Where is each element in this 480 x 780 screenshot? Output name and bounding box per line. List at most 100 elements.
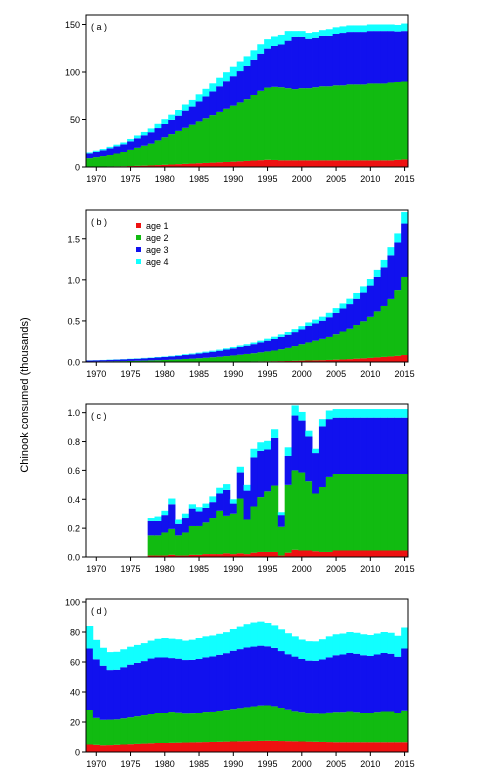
bar-segment-age2-1988 bbox=[216, 510, 224, 555]
bar-segment-age4-2001 bbox=[305, 641, 313, 661]
bar-segment-age1-1989 bbox=[223, 741, 231, 752]
bar-segment-age1-2014 bbox=[394, 355, 402, 362]
bar-segment-age3-1972 bbox=[106, 148, 114, 156]
bar-segment-age4-2013 bbox=[387, 409, 395, 418]
bar-segment-age4-1990 bbox=[229, 346, 238, 349]
bar-segment-age2-1980 bbox=[161, 137, 169, 165]
bar-segment-age4-1972 bbox=[106, 652, 114, 671]
bar-segment-age1-1996 bbox=[270, 551, 279, 557]
bar-segment-age3-1982 bbox=[175, 355, 183, 360]
bar-segment-age3-1996 bbox=[270, 45, 279, 87]
bar-segment-age3-1984 bbox=[188, 106, 197, 125]
bar-segment-age3-2014 bbox=[394, 417, 402, 474]
bar-segment-age3-1971 bbox=[99, 150, 107, 157]
bar-segment-age1-2014 bbox=[394, 550, 402, 557]
bar-segment-age2-2009 bbox=[360, 713, 368, 743]
bar-segment-age4-1973 bbox=[113, 144, 121, 147]
bar-segment-age2-1992 bbox=[243, 519, 251, 555]
bar-segment-age4-1981 bbox=[168, 498, 176, 505]
bar-segment-age3-1996 bbox=[270, 437, 279, 486]
y-tick-label: 0.2 bbox=[67, 524, 80, 534]
x-tick-label: 1980 bbox=[155, 369, 175, 379]
bar-segment-age1-2005 bbox=[332, 359, 340, 362]
bar-segment-age4-1997 bbox=[277, 629, 286, 652]
bar-segment-age4-2009 bbox=[360, 634, 368, 656]
bar-segment-age4-1984 bbox=[188, 639, 197, 660]
bar-segment-age3-1970 bbox=[92, 360, 101, 362]
bar-segment-age1-1996 bbox=[270, 740, 279, 752]
bar-segment-age4-1996 bbox=[270, 625, 279, 648]
bar-segment-age4-2008 bbox=[353, 292, 361, 299]
y-tick-label: 0 bbox=[75, 163, 80, 173]
bar-segment-age3-2002 bbox=[312, 37, 320, 88]
bar-segment-age3-1993 bbox=[250, 646, 258, 707]
panel-label: ( d ) bbox=[91, 606, 107, 616]
bar-segment-age2-1973 bbox=[113, 153, 121, 167]
bar-segment-age3-1986 bbox=[202, 507, 210, 523]
bar-segment-age3-1989 bbox=[223, 349, 231, 357]
bar-segment-age2-1990 bbox=[229, 355, 238, 362]
bar-segment-age2-2007 bbox=[346, 84, 354, 161]
bar-segment-age3-2005 bbox=[332, 34, 340, 86]
bar-segment-age1-2010 bbox=[366, 742, 375, 752]
x-tick-label: 1985 bbox=[189, 369, 209, 379]
x-tick-label: 2005 bbox=[326, 369, 346, 379]
bar-segment-age1-2002 bbox=[312, 360, 320, 362]
bar-segment-age3-2003 bbox=[318, 320, 327, 339]
bar-segment-age1-1989 bbox=[223, 553, 231, 557]
bar-segment-age3-1987 bbox=[209, 502, 217, 519]
bar-segment-age4-1999 bbox=[291, 405, 299, 416]
bar-segment-age2-1979 bbox=[154, 535, 162, 556]
bar-segment-age2-2008 bbox=[353, 325, 361, 359]
bar-segment-age3-1969 bbox=[86, 153, 94, 159]
bar-segment-age3-2012 bbox=[380, 267, 388, 306]
bar-segment-age2-1989 bbox=[223, 515, 231, 554]
bar-segment-age2-1986 bbox=[202, 712, 210, 743]
bar-segment-age2-2007 bbox=[346, 474, 354, 551]
bar-segment-age4-2015 bbox=[401, 23, 409, 32]
bar-segment-age2-1993 bbox=[250, 706, 258, 742]
bar-segment-age1-2006 bbox=[339, 359, 347, 362]
bar-segment-age1-1992 bbox=[243, 554, 251, 557]
bar-segment-age2-1991 bbox=[236, 498, 244, 554]
bar-segment-age4-1990 bbox=[229, 66, 238, 77]
bar-segment-age3-1970 bbox=[92, 659, 101, 718]
bar-segment-age4-1984 bbox=[188, 353, 197, 355]
bar-segment-age2-1997 bbox=[277, 708, 286, 742]
bar-segment-age2-1985 bbox=[195, 525, 203, 555]
x-tick-label: 2005 bbox=[326, 564, 346, 574]
panel-4: 0 20 40 60 80 100 1970 1975 1980 1985 1990 1995 2000… bbox=[65, 598, 415, 770]
panel-label: ( a ) bbox=[91, 22, 107, 32]
bar-segment-age3-1997 bbox=[277, 44, 286, 88]
bar-segment-age4-2000 bbox=[298, 411, 306, 421]
bar-segment-age1-2000 bbox=[298, 550, 306, 557]
bar-segment-age3-1996 bbox=[270, 647, 279, 707]
bar-segment-age2-1982 bbox=[175, 535, 183, 556]
bar-segment-age4-1997 bbox=[277, 512, 286, 516]
bar-segment-age4-2004 bbox=[325, 636, 334, 658]
bar-segment-age3-1980 bbox=[161, 657, 169, 713]
bar-segment-age4-2007 bbox=[346, 298, 354, 305]
y-tick-label: 0.8 bbox=[67, 437, 80, 447]
bar-segment-age2-1986 bbox=[202, 118, 210, 163]
bar-segment-age2-2002 bbox=[312, 87, 320, 161]
bar-segment-age2-1987 bbox=[209, 518, 217, 555]
bar-segment-age1-1993 bbox=[250, 160, 258, 167]
bar-segment-age4-2007 bbox=[346, 632, 354, 653]
bar-segment-age3-1992 bbox=[243, 490, 251, 520]
legend-label-age2: age 2 bbox=[146, 233, 169, 243]
bar-segment-age4-2010 bbox=[366, 24, 375, 32]
y-tick-label: 1.5 bbox=[67, 234, 80, 244]
bar-segment-age3-1983 bbox=[181, 355, 190, 359]
bar-segment-age2-1995 bbox=[264, 491, 272, 552]
bar-segment-age2-1991 bbox=[236, 708, 244, 742]
bar-segment-age2-1979 bbox=[154, 713, 162, 743]
bar-segment-age3-1971 bbox=[99, 360, 107, 362]
bar-segment-age3-1989 bbox=[223, 81, 231, 109]
bar-segment-age4-1995 bbox=[264, 338, 272, 341]
bar-segment-age4-2015 bbox=[401, 212, 409, 224]
bar-segment-age2-1987 bbox=[209, 357, 217, 362]
bar-segment-age3-1993 bbox=[250, 457, 258, 507]
bar-segment-age2-1989 bbox=[223, 356, 231, 362]
